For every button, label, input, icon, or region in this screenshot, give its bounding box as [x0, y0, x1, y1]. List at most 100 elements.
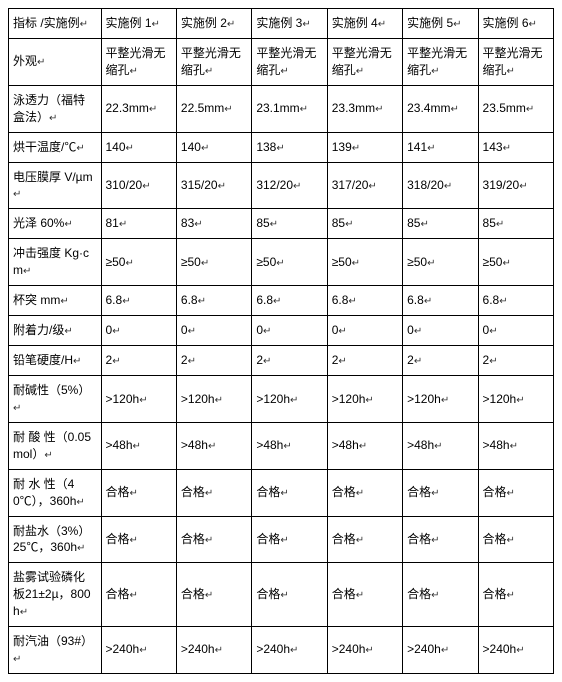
cell-value: 6.8↵ — [176, 286, 251, 316]
cell-value: 23.5mm↵ — [478, 85, 553, 132]
cell-value: 0↵ — [478, 316, 553, 346]
table-row: 光泽 60%↵81↵83↵85↵85↵85↵85↵ — [9, 209, 554, 239]
column-header-example-3: 实施例 3↵ — [252, 9, 327, 39]
cell-value: 合格↵ — [176, 469, 251, 516]
row-label: 杯突 mm↵ — [9, 286, 102, 316]
cell-value: 2↵ — [101, 346, 176, 376]
cell-value: 85↵ — [403, 209, 478, 239]
cell-value: 2↵ — [478, 346, 553, 376]
cell-value: >120h↵ — [252, 376, 327, 423]
cell-value: 合格↵ — [403, 563, 478, 627]
table-row: 泳透力（福特盒法）↵22.3mm↵22.5mm↵23.1mm↵23.3mm↵23… — [9, 85, 554, 132]
cell-value: 合格↵ — [176, 563, 251, 627]
cell-value: >240h↵ — [176, 626, 251, 673]
cell-value: >48h↵ — [101, 422, 176, 469]
row-label: 耐盐水（3%）25℃，360h↵ — [9, 516, 102, 563]
table-row: 外观↵平整光滑无缩孔↵平整光滑无缩孔↵平整光滑无缩孔↵平整光滑无缩孔↵平整光滑无… — [9, 39, 554, 86]
cell-value: 0↵ — [403, 316, 478, 346]
cell-value: >240h↵ — [403, 626, 478, 673]
cell-value: 312/20↵ — [252, 162, 327, 209]
cell-value: 6.8↵ — [327, 286, 402, 316]
cell-value: 合格↵ — [327, 469, 402, 516]
cell-value: 平整光滑无缩孔↵ — [478, 39, 553, 86]
cell-value: >120h↵ — [101, 376, 176, 423]
table-row: 盐雾试验磷化板21±2µ，800h↵合格↵合格↵合格↵合格↵合格↵合格↵ — [9, 563, 554, 627]
cell-value: 合格↵ — [101, 516, 176, 563]
row-label: 光泽 60%↵ — [9, 209, 102, 239]
data-table: 指标 /实施例↵实施例 1↵实施例 2↵实施例 3↵实施例 4↵实施例 5↵实施… — [8, 8, 554, 674]
cell-value: 平整光滑无缩孔↵ — [101, 39, 176, 86]
table-row: 耐汽油（93#）↵>240h↵>240h↵>240h↵>240h↵>240h↵>… — [9, 626, 554, 673]
column-header-example-2: 实施例 2↵ — [176, 9, 251, 39]
row-label: 烘干温度/℃↵ — [9, 132, 102, 162]
column-header-example-5: 实施例 5↵ — [403, 9, 478, 39]
cell-value: 139↵ — [327, 132, 402, 162]
cell-value: 平整光滑无缩孔↵ — [327, 39, 402, 86]
cell-value: 0↵ — [101, 316, 176, 346]
cell-value: >240h↵ — [327, 626, 402, 673]
cell-value: 平整光滑无缩孔↵ — [403, 39, 478, 86]
row-label: 附着力/级↵ — [9, 316, 102, 346]
cell-value: 317/20↵ — [327, 162, 402, 209]
cell-value: 6.8↵ — [101, 286, 176, 316]
cell-value: 2↵ — [176, 346, 251, 376]
row-label: 耐碱性（5%）↵ — [9, 376, 102, 423]
table-row: 杯突 mm↵6.8↵6.8↵6.8↵6.8↵6.8↵6.8↵ — [9, 286, 554, 316]
cell-value: 合格↵ — [176, 516, 251, 563]
cell-value: 合格↵ — [478, 516, 553, 563]
cell-value: 85↵ — [252, 209, 327, 239]
cell-value: 2↵ — [403, 346, 478, 376]
row-label: 耐汽油（93#）↵ — [9, 626, 102, 673]
table-row: 电压膜厚 V/µm↵310/20↵315/20↵312/20↵317/20↵31… — [9, 162, 554, 209]
cell-value: 23.1mm↵ — [252, 85, 327, 132]
cell-value: ≥50↵ — [176, 239, 251, 286]
column-header-example-6: 实施例 6↵ — [478, 9, 553, 39]
row-label: 铅笔硬度/H↵ — [9, 346, 102, 376]
row-label: 外观↵ — [9, 39, 102, 86]
cell-value: >48h↵ — [478, 422, 553, 469]
table-row: 耐 酸 性（0.05mol）↵>48h↵>48h↵>48h↵>48h↵>48h↵… — [9, 422, 554, 469]
row-label: 耐 水 性（40℃），360h↵ — [9, 469, 102, 516]
cell-value: 0↵ — [252, 316, 327, 346]
cell-value: 22.3mm↵ — [101, 85, 176, 132]
cell-value: 合格↵ — [403, 469, 478, 516]
cell-value: >120h↵ — [478, 376, 553, 423]
cell-value: 310/20↵ — [101, 162, 176, 209]
cell-value: 合格↵ — [252, 563, 327, 627]
cell-value: 2↵ — [327, 346, 402, 376]
cell-value: 合格↵ — [252, 516, 327, 563]
cell-value: 合格↵ — [403, 516, 478, 563]
cell-value: 合格↵ — [478, 469, 553, 516]
cell-value: 0↵ — [176, 316, 251, 346]
cell-value: 平整光滑无缩孔↵ — [176, 39, 251, 86]
cell-value: ≥50↵ — [478, 239, 553, 286]
cell-value: 6.8↵ — [478, 286, 553, 316]
table-row: 冲击强度 Kg·cm↵≥50↵≥50↵≥50↵≥50↵≥50↵≥50↵ — [9, 239, 554, 286]
cell-value: 22.5mm↵ — [176, 85, 251, 132]
cell-value: >48h↵ — [252, 422, 327, 469]
cell-value: >240h↵ — [252, 626, 327, 673]
cell-value: 140↵ — [176, 132, 251, 162]
cell-value: >48h↵ — [327, 422, 402, 469]
table-body: 外观↵平整光滑无缩孔↵平整光滑无缩孔↵平整光滑无缩孔↵平整光滑无缩孔↵平整光滑无… — [9, 39, 554, 674]
cell-value: 138↵ — [252, 132, 327, 162]
cell-value: 85↵ — [478, 209, 553, 239]
cell-value: 23.4mm↵ — [403, 85, 478, 132]
cell-value: >48h↵ — [176, 422, 251, 469]
cell-value: >120h↵ — [176, 376, 251, 423]
cell-value: 合格↵ — [478, 563, 553, 627]
cell-value: >240h↵ — [101, 626, 176, 673]
cell-value: 140↵ — [101, 132, 176, 162]
cell-value: 合格↵ — [327, 563, 402, 627]
row-label: 冲击强度 Kg·cm↵ — [9, 239, 102, 286]
column-header-example-4: 实施例 4↵ — [327, 9, 402, 39]
cell-value: 平整光滑无缩孔↵ — [252, 39, 327, 86]
cell-value: 合格↵ — [101, 469, 176, 516]
table-row: 耐 水 性（40℃），360h↵合格↵合格↵合格↵合格↵合格↵合格↵ — [9, 469, 554, 516]
cell-value: 319/20↵ — [478, 162, 553, 209]
cell-value: ≥50↵ — [327, 239, 402, 286]
column-header-example-1: 实施例 1↵ — [101, 9, 176, 39]
cell-value: 143↵ — [478, 132, 553, 162]
cell-value: 23.3mm↵ — [327, 85, 402, 132]
cell-value: 6.8↵ — [403, 286, 478, 316]
